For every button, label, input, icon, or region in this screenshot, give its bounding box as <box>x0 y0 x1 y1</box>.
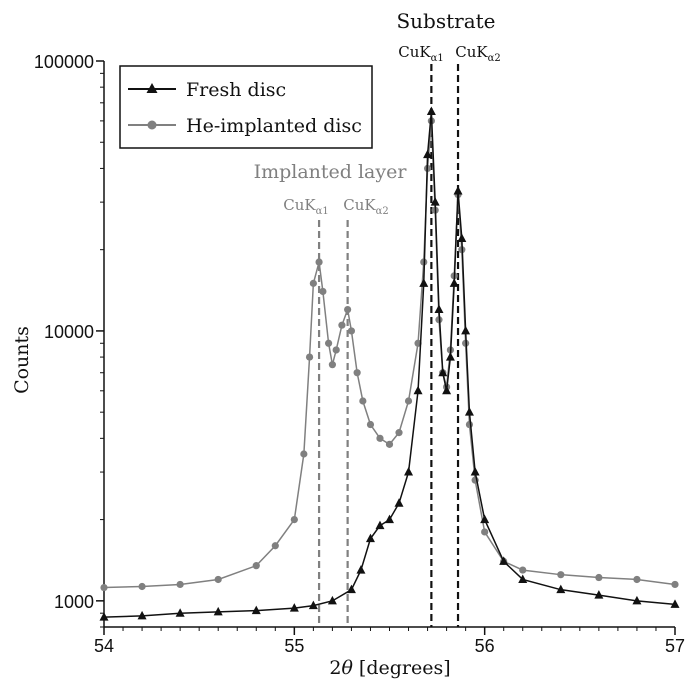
data-point-implanted <box>344 305 352 314</box>
data-point-fresh <box>385 514 394 524</box>
data-point-implanted <box>347 327 356 335</box>
substrate-annotation: Substrate CuKα1 CuKα2 <box>396 9 500 64</box>
x-tick-label: 54 <box>94 636 114 656</box>
data-point-fresh <box>308 600 318 610</box>
data-point-fresh <box>413 385 423 395</box>
data-point-implanted <box>519 566 527 574</box>
data-point-implanted <box>305 353 314 361</box>
x-tick-label: 57 <box>665 636 685 656</box>
data-point-implanted <box>332 346 340 354</box>
substrate-label: Substrate <box>396 9 495 33</box>
axes-layer: 1000 10000 100000 54 55 56 57 <box>34 52 685 656</box>
data-point-fresh <box>453 185 463 195</box>
data-point-implanted <box>404 397 413 405</box>
data-point-implanted <box>328 361 336 369</box>
y-axis-label: Counts <box>11 326 33 394</box>
legend: Fresh disc He-implanted disc <box>119 65 373 149</box>
legend-label-implanted: He-implanted disc <box>186 115 362 137</box>
data-point-implanted <box>353 369 361 377</box>
y-tick-label: 1000 <box>54 592 94 612</box>
data-point-fresh <box>438 367 448 377</box>
data-point-fresh <box>419 278 429 287</box>
x-axis-label-main: 2 <box>329 657 341 679</box>
data-point-implanted <box>271 542 279 550</box>
data-point-fresh <box>480 514 490 524</box>
x-axis-label: 2θ [degrees] <box>329 657 450 679</box>
data-point-implanted <box>376 434 384 442</box>
data-point-implanted <box>481 528 489 536</box>
y-tick-label: 10000 <box>44 322 94 342</box>
data-point-implanted <box>385 440 394 448</box>
data-point-fresh <box>445 352 455 361</box>
data-point-fresh <box>426 106 436 115</box>
data-point-implanted <box>671 580 679 589</box>
substrate-cuk-alpha2-label: CuKα2 <box>455 43 500 64</box>
data-point-implanted <box>290 515 298 524</box>
implanted-cuk-alpha2-label: CuKα2 <box>343 196 388 217</box>
data-point-implanted <box>252 562 260 570</box>
data-point-implanted <box>633 575 641 584</box>
data-point-fresh <box>175 608 185 617</box>
data-point-fresh <box>470 467 480 476</box>
data-point-fresh <box>449 278 459 287</box>
data-point-fresh <box>434 304 444 314</box>
data-point-implanted <box>319 287 327 296</box>
data-point-fresh <box>327 595 337 605</box>
data-point-fresh <box>464 407 474 416</box>
data-point-fresh <box>442 385 452 395</box>
implanted-cuk-alpha1-label: CuKα1 <box>283 196 328 217</box>
x-axis-label-theta: θ <box>341 657 353 679</box>
data-point-implanted <box>138 582 146 591</box>
legend-marker-fresh <box>146 83 158 93</box>
data-point-implanted <box>214 575 222 584</box>
data-point-fresh <box>289 603 299 612</box>
data-point-implanted <box>366 420 375 429</box>
data-point-fresh <box>518 574 528 583</box>
data-point-fresh <box>632 595 642 605</box>
data-point-fresh <box>346 584 356 594</box>
data-point-fresh <box>556 584 566 594</box>
x-axis-label-rest: [degrees] <box>353 657 451 679</box>
data-point-implanted <box>595 573 603 582</box>
data-point-fresh <box>365 533 375 543</box>
data-point-implanted <box>465 420 474 429</box>
data-point-implanted <box>315 258 323 266</box>
legend-label-fresh: Fresh disc <box>186 79 286 101</box>
data-point-fresh <box>499 556 509 565</box>
data-point-fresh <box>356 565 366 574</box>
x-tick-label: 56 <box>475 636 495 656</box>
data-point-implanted <box>395 429 403 437</box>
data-point-fresh <box>594 590 604 599</box>
y-tick-label: 100000 <box>34 52 94 72</box>
implanted-layer-label: Implanted layer <box>254 161 408 183</box>
series-line <box>103 111 676 618</box>
implanted-layer-annotation: Implanted layer CuKα1 CuKα2 <box>254 161 408 217</box>
x-tick-label: 55 <box>284 636 304 656</box>
data-point-implanted <box>176 580 184 589</box>
data-point-fresh <box>137 610 147 620</box>
data-point-implanted <box>300 450 308 458</box>
data-point-implanted <box>338 321 346 329</box>
data-point-implanted <box>359 397 367 405</box>
data-point-fresh <box>375 520 385 530</box>
data-point-fresh <box>423 149 433 159</box>
data-point-fresh <box>99 612 109 621</box>
data-point-fresh <box>394 498 404 507</box>
data-point-implanted <box>309 279 317 287</box>
data-point-fresh <box>404 467 414 476</box>
data-point-fresh <box>213 606 223 616</box>
data-point-fresh <box>251 605 261 615</box>
data-point-implanted <box>100 583 108 592</box>
data-point-implanted <box>557 571 565 579</box>
series-layer <box>99 106 680 621</box>
data-point-fresh <box>430 197 440 206</box>
legend-box <box>119 65 373 149</box>
data-point-implanted <box>324 339 333 347</box>
data-point-fresh <box>457 233 467 242</box>
data-point-fresh <box>670 599 680 608</box>
legend-marker-implanted <box>147 120 157 130</box>
data-point-fresh <box>461 325 471 335</box>
substrate-cuk-alpha1-label: CuKα1 <box>398 43 443 64</box>
